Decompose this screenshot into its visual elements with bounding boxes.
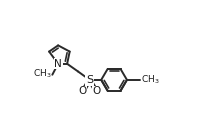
Text: S: S — [86, 75, 93, 85]
Text: O: O — [92, 86, 100, 96]
Text: CH$_3$: CH$_3$ — [140, 74, 159, 86]
Text: O: O — [78, 86, 86, 96]
Text: N: N — [54, 59, 62, 69]
Text: CH$_3$: CH$_3$ — [33, 68, 51, 80]
